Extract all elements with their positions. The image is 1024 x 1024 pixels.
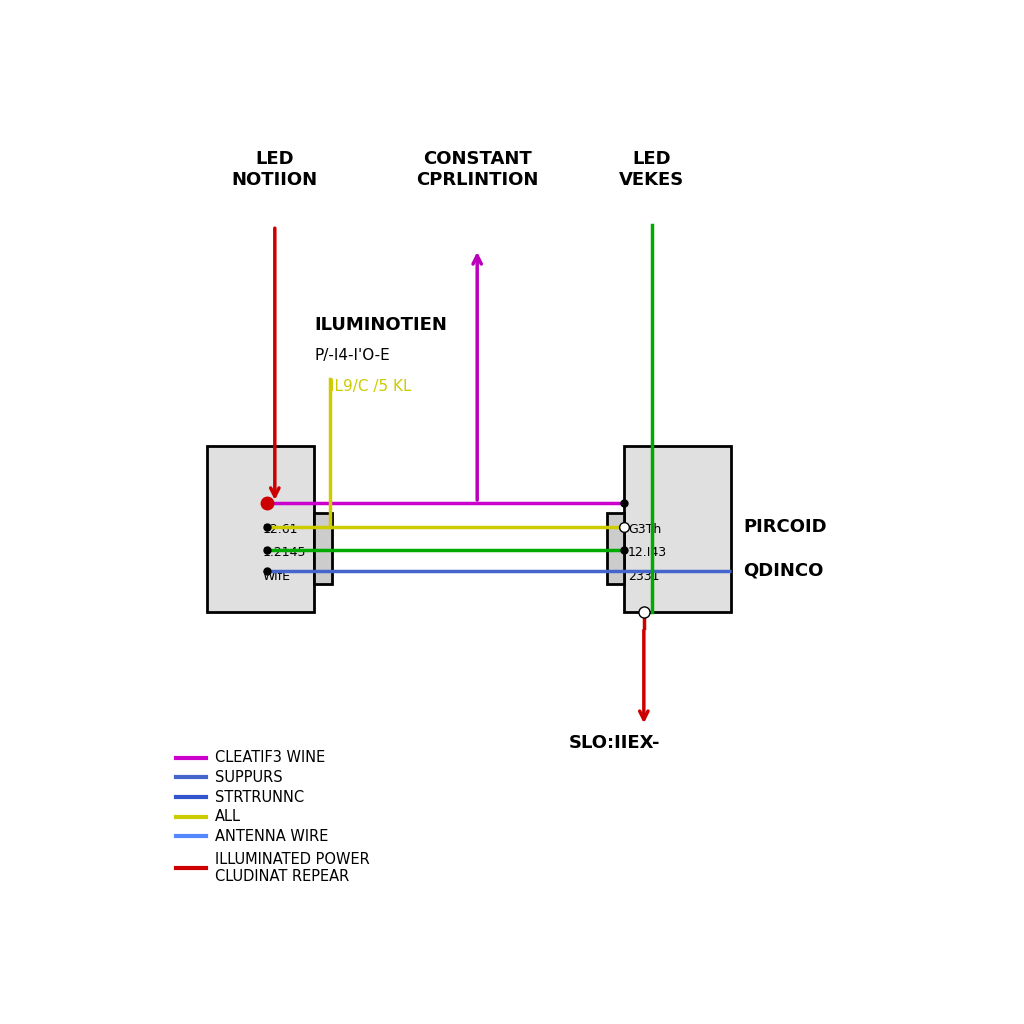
Text: LED
VEKES: LED VEKES (620, 151, 684, 189)
Text: PIRCOID: PIRCOID (743, 517, 826, 536)
Bar (207, 446, 314, 611)
Text: G3Th: G3Th (628, 522, 662, 536)
Bar (624, 446, 731, 611)
Text: 12.I43: 12.I43 (628, 546, 667, 559)
Text: 2331: 2331 (628, 570, 659, 583)
Text: LED
NOTIION: LED NOTIION (231, 151, 317, 189)
Text: IL9/C /5 KL: IL9/C /5 KL (331, 379, 412, 394)
Bar (606, 513, 624, 584)
Text: QDINCO: QDINCO (743, 562, 823, 580)
Text: CONSTANT
CPRLINTION: CONSTANT CPRLINTION (416, 151, 539, 189)
Text: ALL: ALL (215, 809, 242, 824)
Text: 12.61: 12.61 (263, 522, 298, 536)
Text: WifE: WifE (263, 570, 291, 583)
Text: ILLUMINATED POWER
CLUDINAT REPEAR: ILLUMINATED POWER CLUDINAT REPEAR (215, 852, 370, 884)
Text: ILUMINOTIEN: ILUMINOTIEN (314, 316, 447, 334)
Text: P/-I4-I'O-E: P/-I4-I'O-E (314, 347, 390, 362)
Text: STRTRUNNC: STRTRUNNC (215, 790, 304, 805)
Bar (314, 513, 332, 584)
Text: ANTENNA WIRE: ANTENNA WIRE (215, 829, 329, 844)
Text: SLO:IIEX-: SLO:IIEX- (568, 734, 659, 752)
Text: 1.2145: 1.2145 (263, 546, 306, 559)
Text: CLEATIF3 WINE: CLEATIF3 WINE (215, 751, 326, 765)
Text: SUPPURS: SUPPURS (215, 770, 283, 784)
